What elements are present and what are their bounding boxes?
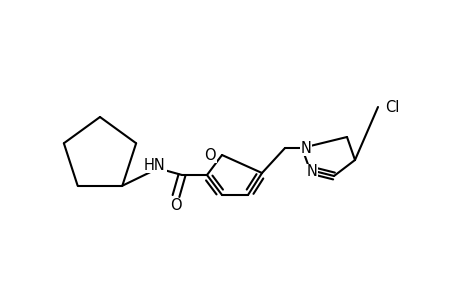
- Text: O: O: [204, 148, 215, 163]
- Text: N: N: [300, 140, 311, 155]
- Text: Cl: Cl: [384, 100, 398, 115]
- Text: N: N: [306, 164, 317, 179]
- Text: O: O: [170, 199, 181, 214]
- Text: HN: HN: [144, 158, 166, 172]
